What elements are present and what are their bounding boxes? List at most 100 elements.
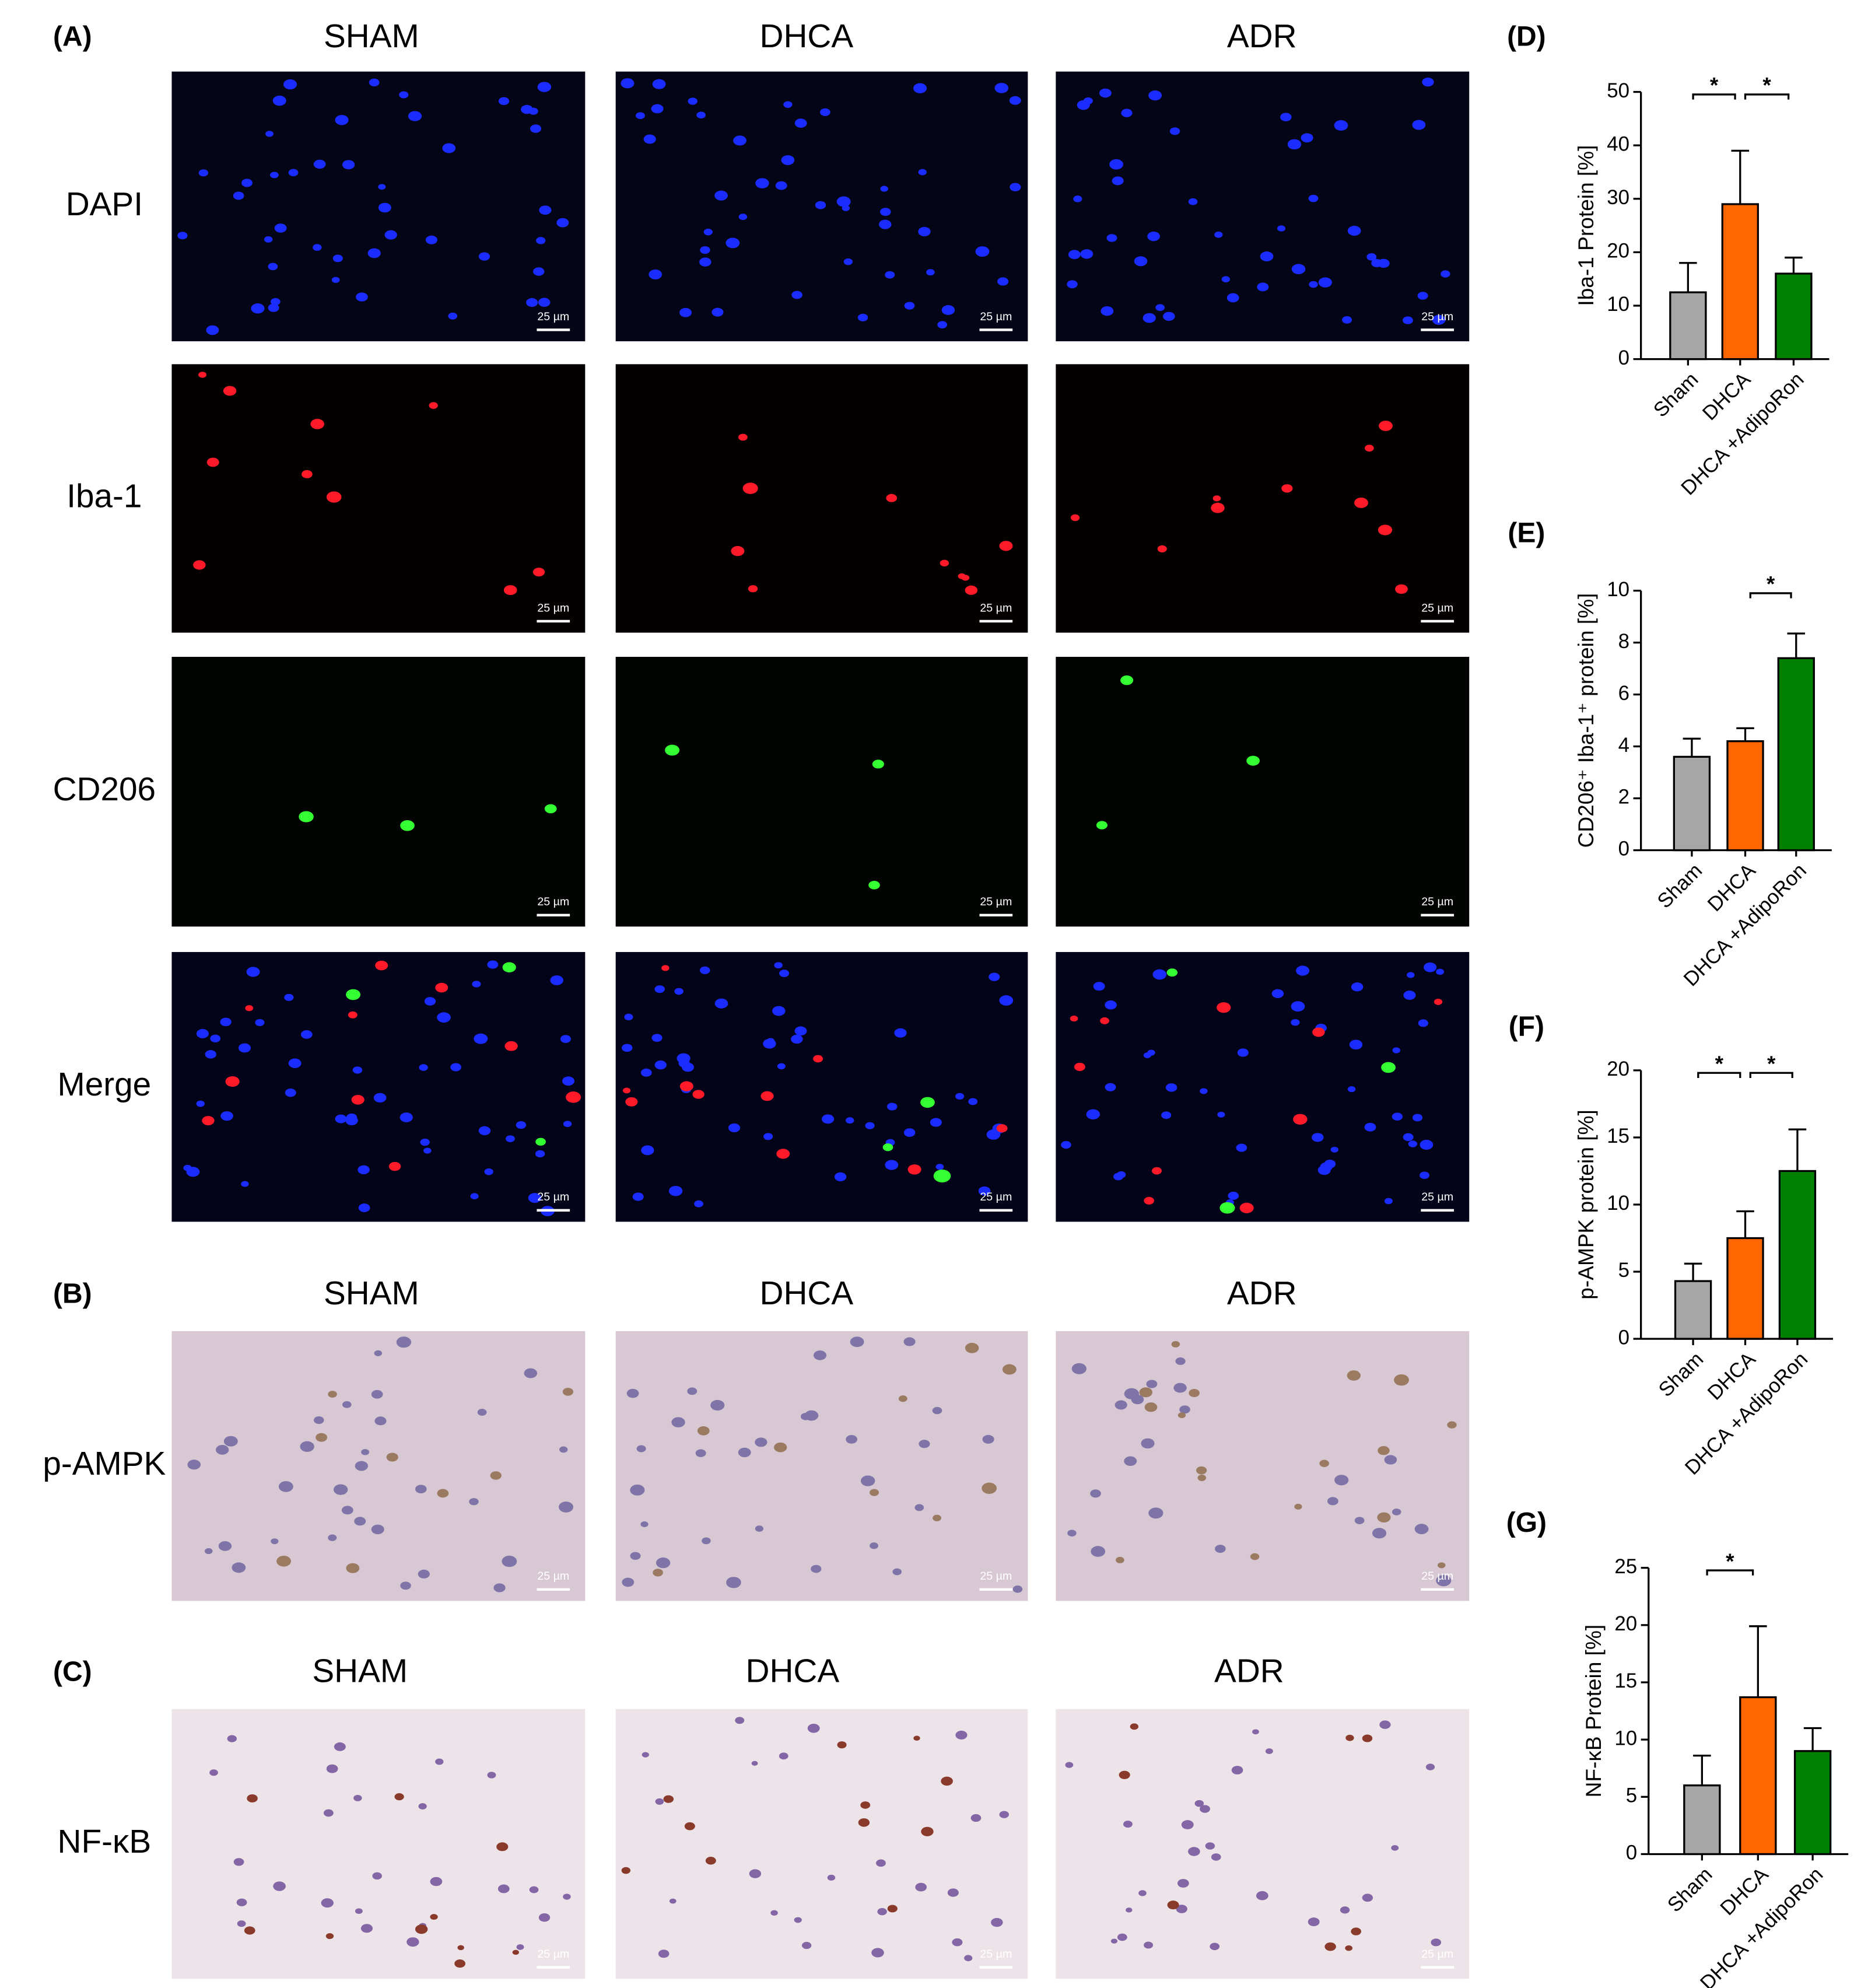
scale-bar-label: 25 µm: [537, 601, 569, 614]
cell: [1447, 1421, 1457, 1429]
cell: [1112, 176, 1124, 186]
cell: [1169, 127, 1180, 135]
cell: [1308, 1917, 1320, 1927]
cell: [930, 1118, 942, 1127]
cell: [487, 1772, 496, 1779]
cell: [386, 1452, 398, 1462]
cell: [813, 1350, 827, 1360]
cell: [493, 1583, 506, 1592]
cell: [918, 227, 931, 237]
cell: [206, 457, 219, 467]
scale-bar-label: 25 µm: [980, 895, 1012, 908]
cell: [937, 321, 948, 328]
cell: [926, 269, 935, 276]
cell: [375, 960, 388, 971]
cell: [871, 1948, 884, 1958]
cell: [498, 97, 510, 106]
cell: [1324, 1942, 1336, 1951]
cell: [1239, 1202, 1254, 1213]
cell: [1291, 1001, 1305, 1012]
bar: [1726, 1237, 1764, 1340]
cell: [834, 1172, 847, 1182]
cell: [1173, 1382, 1187, 1393]
cell: [353, 1794, 362, 1801]
cell: [714, 190, 728, 201]
cell: [316, 1433, 328, 1442]
cell: [794, 118, 807, 128]
cell: [1392, 1112, 1403, 1121]
cell: [654, 1060, 667, 1070]
cell: [1210, 1943, 1220, 1951]
y-tick-label: 25: [1614, 1555, 1637, 1578]
cell: [1148, 90, 1162, 101]
cell: [1319, 1460, 1329, 1467]
cell: [1152, 1167, 1162, 1175]
cell: [372, 1872, 382, 1880]
cell: [1281, 484, 1293, 493]
cell: [1009, 96, 1021, 105]
cell: [651, 104, 664, 114]
cell: [625, 1097, 638, 1107]
row-label: DAPI: [66, 186, 143, 223]
cell: [1124, 1456, 1137, 1466]
cell: [678, 1059, 690, 1068]
cell: [1372, 1528, 1387, 1539]
cell: [781, 155, 795, 166]
cell: [1260, 251, 1274, 262]
scale-bar-label: 25 µm: [537, 1191, 569, 1203]
cell: [1002, 1364, 1017, 1375]
cell: [535, 1150, 545, 1158]
cell: [878, 219, 892, 229]
cell: [264, 236, 273, 243]
cell: [1324, 1160, 1336, 1168]
cell: [216, 1445, 229, 1455]
cell: [528, 107, 538, 115]
cell: [651, 1034, 663, 1042]
cell: [775, 181, 787, 190]
cell: [1061, 1141, 1071, 1149]
cell: [332, 254, 343, 262]
cell: [843, 258, 853, 265]
cell: [640, 1521, 649, 1527]
cell: [748, 585, 758, 593]
cell: [1345, 1945, 1353, 1951]
cell: [702, 1537, 711, 1545]
cell: [516, 1944, 524, 1950]
cell: [1093, 982, 1105, 991]
cell: [1176, 1905, 1187, 1913]
cell: [807, 1723, 820, 1733]
cell: [978, 1186, 991, 1196]
cell: [624, 1013, 633, 1021]
cell: [903, 1128, 916, 1137]
cell: [846, 1117, 854, 1124]
cell: [885, 1160, 899, 1170]
significance-label: *: [1726, 1549, 1734, 1573]
cell: [396, 1336, 412, 1348]
cell: [1345, 1734, 1354, 1741]
micrograph: [171, 71, 586, 342]
cell: [1200, 1088, 1208, 1094]
cell: [1200, 1805, 1210, 1813]
cell: [265, 131, 274, 137]
cell: [358, 1203, 370, 1212]
cell: [1221, 276, 1231, 283]
micrograph: [1056, 1709, 1470, 1979]
y-tick-label: 10: [1607, 1192, 1629, 1214]
cell: [335, 115, 349, 125]
cell: [283, 79, 297, 90]
cell: [1296, 965, 1310, 976]
cell: [187, 1460, 201, 1470]
cell: [892, 1568, 902, 1576]
cell: [474, 1033, 488, 1044]
cell: [641, 1145, 654, 1156]
cell: [712, 307, 724, 317]
cell: [1330, 1146, 1338, 1153]
cell: [876, 1859, 886, 1867]
cell: [1351, 1927, 1362, 1936]
cell: [661, 965, 670, 971]
cell: [622, 1087, 631, 1094]
cell: [310, 419, 324, 429]
cell: [1099, 88, 1112, 98]
cell: [955, 1730, 968, 1740]
cell: [1074, 1062, 1085, 1071]
